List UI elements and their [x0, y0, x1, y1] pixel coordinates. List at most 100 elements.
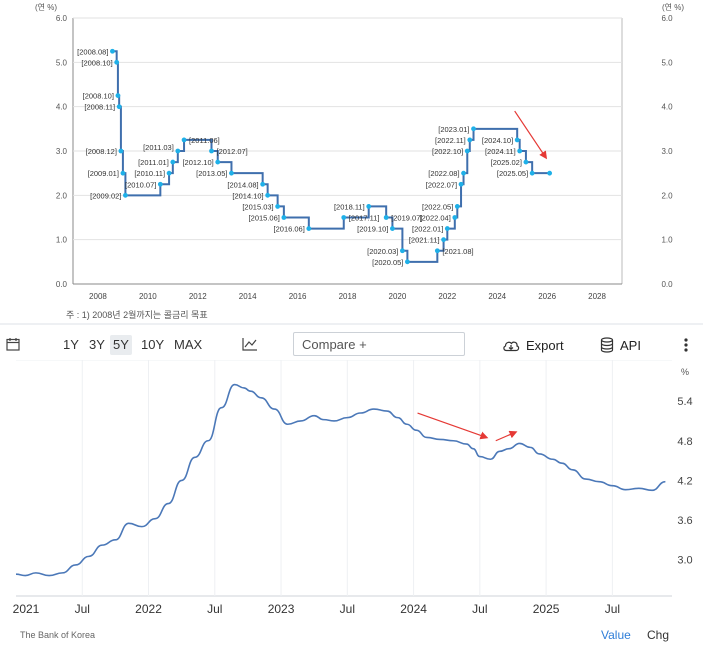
range-5y-button[interactable]: 5Y: [110, 335, 132, 355]
chart-toolbar: 1Y 3Y 5Y 10Y MAX Export API: [0, 328, 703, 362]
rate-point-label: [2011.03]: [143, 143, 174, 152]
x-tick-label: 2022: [438, 292, 456, 301]
value-tab[interactable]: Value: [601, 628, 631, 642]
rate-point-label: [2008.10]: [81, 58, 112, 67]
rate-change-point: [170, 159, 176, 165]
rate-change-point: [265, 192, 271, 198]
y-tick-label-right: 4.0: [661, 103, 673, 112]
rate-point-label: [2010.07]: [125, 180, 156, 189]
y-tick-label: 3.0: [677, 555, 692, 567]
rate-point-label: [2022.11]: [435, 136, 466, 145]
rate-point-label: [2019.10]: [357, 225, 388, 234]
rate-change-point: [434, 248, 440, 254]
rate-point-label: [2022.10]: [432, 147, 463, 156]
range-10y-button[interactable]: 10Y: [141, 337, 165, 352]
y-tick-label-left: 1.0: [56, 236, 68, 245]
y-tick-label: 4.8: [677, 436, 692, 448]
rate-change-point: [461, 170, 466, 176]
rate-change-point: [175, 148, 181, 154]
range-max-button[interactable]: MAX: [174, 337, 203, 352]
y-tick-label-right: 3.0: [661, 147, 673, 156]
rate-point-label: [2009.02]: [90, 191, 121, 200]
export-button[interactable]: Export: [502, 335, 564, 355]
rate-point-label: [2022.05]: [422, 202, 453, 211]
rate-change-point: [454, 204, 460, 209]
calendar-icon[interactable]: [6, 337, 20, 351]
x-tick-label: 2023: [268, 602, 295, 616]
rate-change-point: [467, 137, 473, 143]
rate-point-label: [2011.06]: [189, 136, 220, 145]
y-tick-label: 4.2: [677, 475, 692, 487]
rate-point-label: [2008.11]: [84, 103, 115, 112]
export-label: Export: [526, 337, 564, 353]
base-rate-chart: 0.0 0.0 1.0 1.0 2.0 2.0 3.0 3.0 4.0 4.0 5.0 5.0 6.0 6…: [35, 3, 684, 301]
rate-change-point: [116, 104, 122, 110]
rate-point-label: [2012.07]: [216, 147, 247, 156]
rate-change-point: [400, 248, 405, 254]
rate-point-label: [2022.01]: [412, 225, 443, 234]
y-tick-label-left: 2.0: [56, 191, 68, 200]
x-tick-label: 2022: [135, 602, 162, 616]
cloud-download-icon: [502, 338, 520, 352]
rate-change-point: [523, 159, 529, 165]
rate-point-label: [2008.08]: [77, 47, 108, 56]
x-tick-label: 2021: [13, 602, 40, 616]
x-tick-label: 2024: [400, 602, 427, 616]
base-rate-chart-panel: 0.0 0.0 1.0 1.0 2.0 2.0 3.0 3.0 4.0 4.0 5.0 5.0 6.0 6…: [0, 0, 703, 322]
range-3y-button[interactable]: 3Y: [89, 337, 105, 352]
rate-point-label: [2015.06]: [249, 214, 280, 223]
chart-type-icon[interactable]: [242, 337, 258, 351]
trend-arrow: [514, 110, 548, 160]
rate-point-label: [2014.10]: [232, 191, 263, 200]
rate-point-label: [2015.03]: [242, 202, 273, 211]
rate-point-label: [2025.05]: [497, 169, 528, 178]
x-tick-label: 2012: [189, 292, 207, 301]
trend-arrow: [495, 430, 518, 442]
y-tick-label-right: 5.0: [661, 58, 673, 67]
range-1y-button[interactable]: 1Y: [63, 337, 79, 352]
rate-change-point: [366, 204, 372, 209]
rate-point-label: [2022.04]: [420, 214, 451, 223]
rate-change-point: [458, 181, 464, 187]
chg-tab[interactable]: Chg: [647, 628, 670, 642]
x-tick-label: Jul: [207, 602, 222, 616]
rate-point-label: [2017.11]: [349, 214, 380, 223]
x-tick-label: 2028: [588, 292, 606, 301]
rate-change-point: [464, 148, 470, 154]
rate-point-label: [2021.08]: [442, 247, 473, 256]
y-tick-label-left: 6.0: [56, 14, 68, 23]
compare-input[interactable]: [293, 332, 465, 356]
rate-point-label: [2009.01]: [88, 169, 119, 178]
x-tick-label: Jul: [472, 602, 487, 616]
x-tick-label: 2024: [488, 292, 506, 301]
y-tick-label-right: 6.0: [661, 14, 673, 23]
x-tick-label: 2020: [389, 292, 407, 301]
x-tick-label: 2010: [139, 292, 157, 301]
rate-end-point: [547, 170, 553, 176]
more-options-icon[interactable]: [680, 335, 692, 355]
rate-change-point: [115, 93, 121, 98]
rate-point-label: [2020.03]: [367, 247, 398, 256]
rate-change-point: [390, 226, 395, 231]
rate-point-label: [2008.10]: [83, 92, 114, 101]
base-rate-step-line: [112, 50, 550, 263]
rate-change-point: [404, 259, 410, 265]
rate-change-point: [229, 170, 234, 176]
rate-change-point: [157, 181, 163, 187]
y-tick-label-right: 1.0: [661, 236, 673, 245]
api-button[interactable]: API: [600, 335, 641, 355]
rate-change-point: [181, 137, 187, 143]
rate-point-label: [2010.11]: [134, 169, 165, 178]
rate-point-label: [2024.10]: [482, 136, 513, 145]
y-tick-label-left: 3.0: [56, 147, 68, 156]
x-tick-label: 2008: [89, 292, 107, 301]
rate-point-label: [2018.11]: [334, 202, 365, 211]
x-tick-label: Jul: [75, 602, 90, 616]
source-label: The Bank of Korea: [20, 630, 96, 640]
rate-point-label: [2019.07]: [391, 214, 422, 223]
rate-point-label: [2020.05]: [372, 258, 403, 267]
rate-change-point: [452, 215, 458, 220]
rate-change-point: [215, 159, 221, 165]
panel-divider: [0, 323, 703, 325]
rate-change-point: [529, 170, 535, 176]
